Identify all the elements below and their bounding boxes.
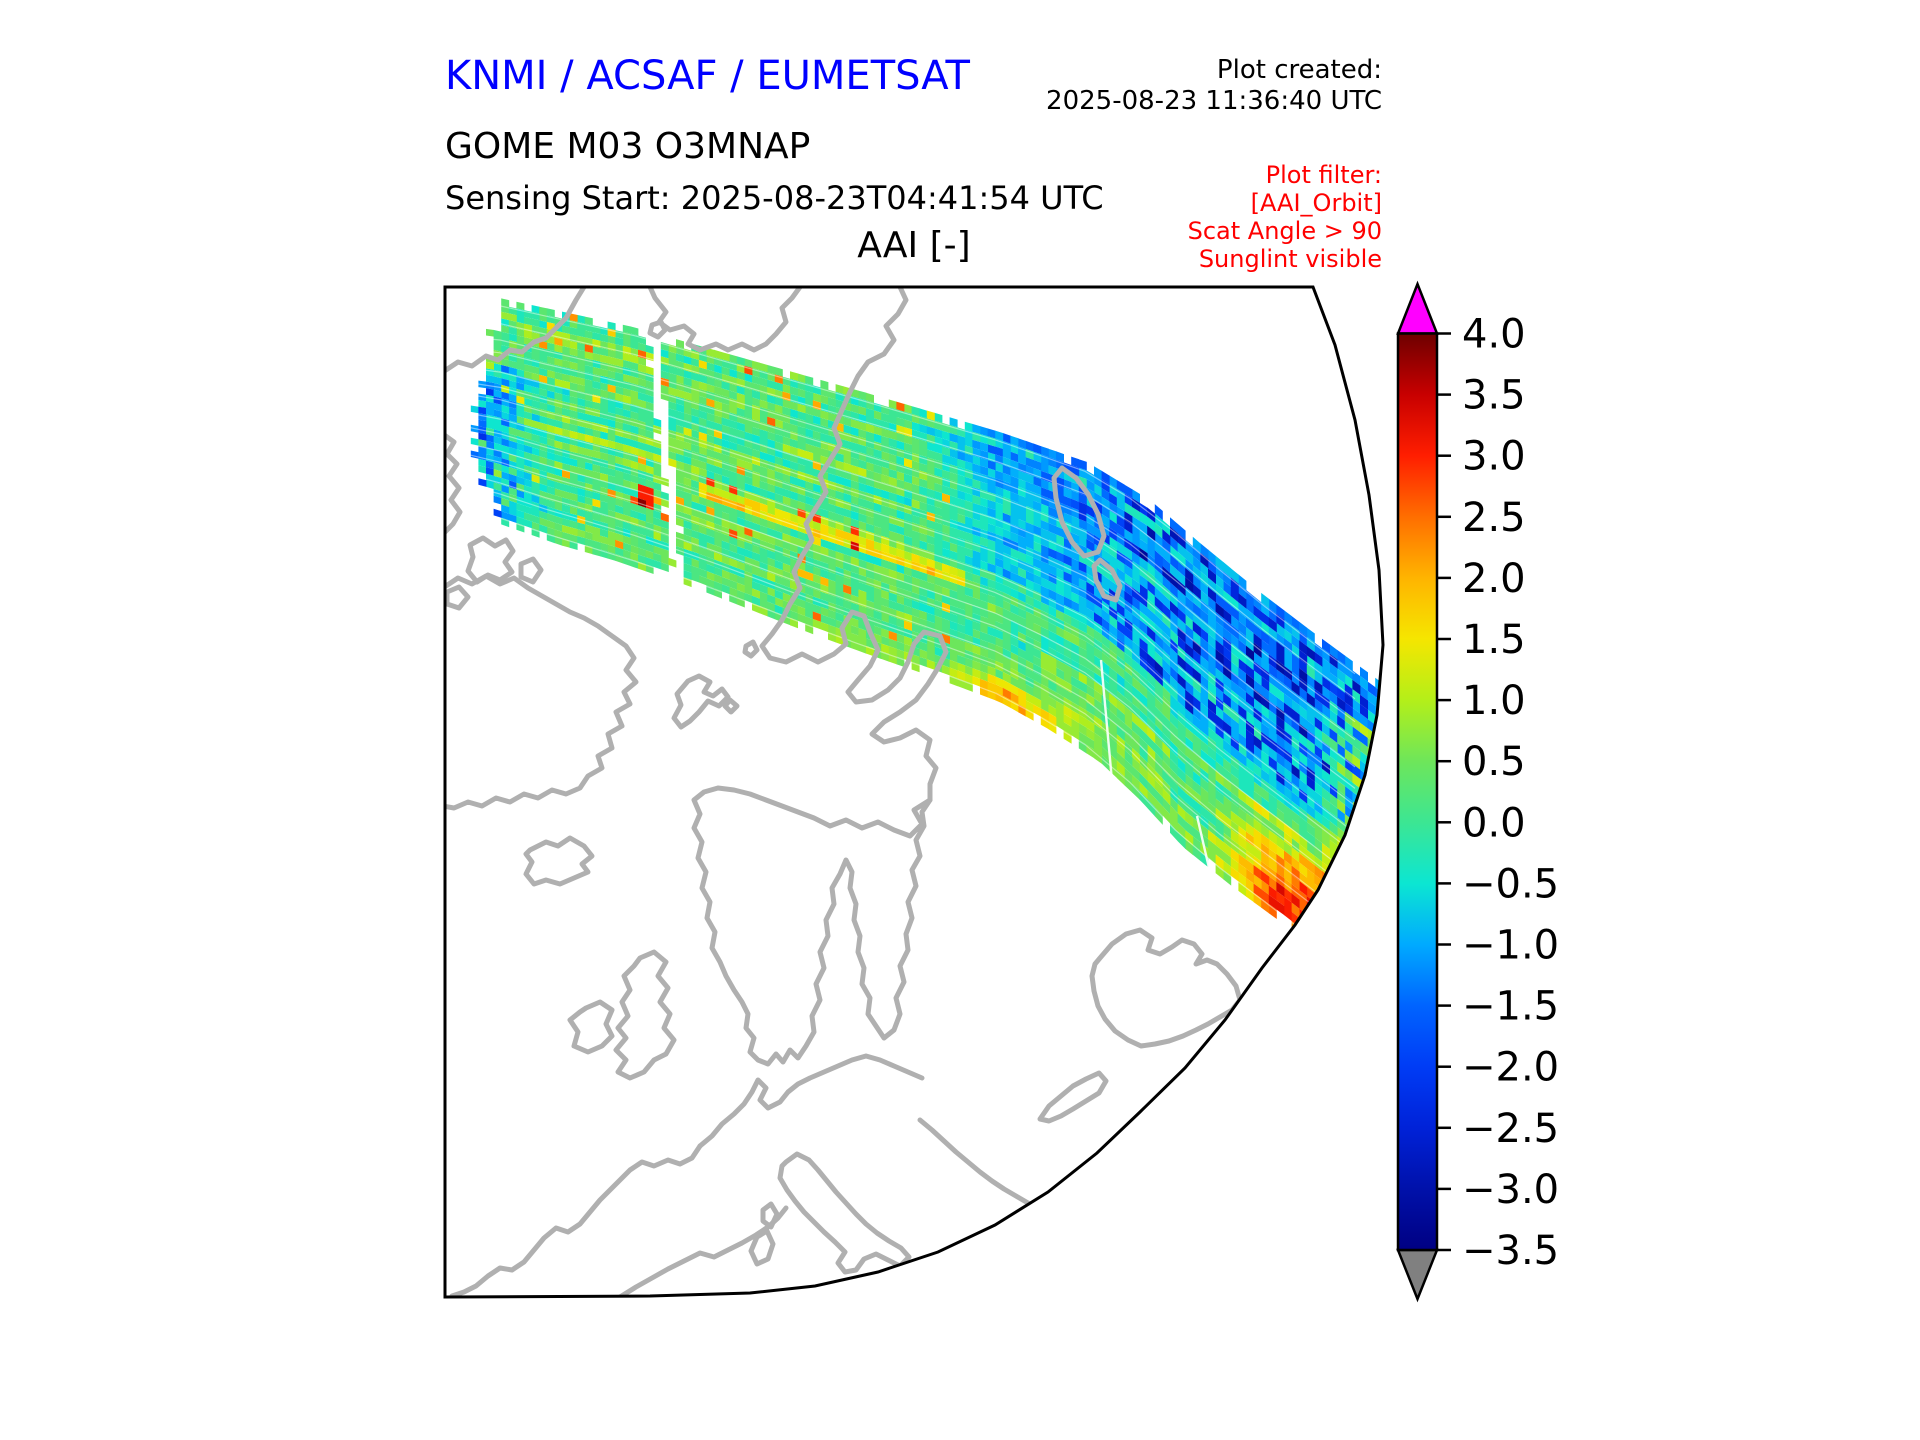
map-frame bbox=[443, 285, 1385, 1299]
colorbar: 4.0 3.5 3.0 2.5 2.0 1.5 1.0 0.5 0.0 −0.5 −1.0 −1.5 −… bbox=[1396, 280, 1559, 1303]
plot-created: Plot created: 2025-08-23 11:36:40 UTC bbox=[1046, 55, 1382, 117]
sensing-start-text: Sensing Start: 2025-08-23T04:41:54 UTC bbox=[445, 179, 1104, 217]
colorbar-gradient bbox=[1396, 332, 1439, 1252]
axes-title: AAI [-] bbox=[857, 225, 971, 266]
svg-text:−1.0: −1.0 bbox=[1462, 923, 1559, 969]
coastlines bbox=[445, 287, 1243, 1297]
svg-text:−3.5: −3.5 bbox=[1462, 1228, 1559, 1274]
svg-text:−3.0: −3.0 bbox=[1462, 1167, 1559, 1213]
svg-text:−2.0: −2.0 bbox=[1462, 1045, 1559, 1091]
swath-data bbox=[470, 298, 1383, 1009]
svg-text:−2.5: −2.5 bbox=[1462, 1106, 1559, 1152]
svg-text:2.5: 2.5 bbox=[1462, 495, 1526, 541]
colorbar-under-arrow bbox=[1396, 1248, 1439, 1303]
svg-text:4.0: 4.0 bbox=[1462, 312, 1526, 358]
filter-line: [AAI_Orbit] bbox=[1250, 189, 1382, 217]
svg-text:3.0: 3.0 bbox=[1462, 434, 1526, 480]
svg-text:1.5: 1.5 bbox=[1462, 617, 1526, 663]
svg-text:2.0: 2.0 bbox=[1462, 556, 1526, 602]
colorbar-ticks bbox=[1437, 332, 1451, 1252]
svg-text:1.0: 1.0 bbox=[1462, 678, 1526, 724]
plot-created-value: 2025-08-23 11:36:40 UTC bbox=[1046, 86, 1382, 116]
map-area bbox=[445, 287, 1383, 1297]
svg-text:0.5: 0.5 bbox=[1462, 739, 1526, 785]
product-title: GOME M03 O3MNAP bbox=[445, 126, 811, 167]
svg-text:3.5: 3.5 bbox=[1462, 373, 1526, 419]
filter-line: Scat Angle > 90 bbox=[1187, 217, 1382, 245]
svg-text:0.0: 0.0 bbox=[1462, 800, 1526, 846]
brand-title: KNMI / ACSAF / EUMETSAT bbox=[445, 53, 970, 99]
svg-text:−1.5: −1.5 bbox=[1462, 984, 1559, 1030]
plot-created-label: Plot created: bbox=[1216, 55, 1382, 85]
plot-filter-note: Plot filter: [AAI_Orbit] Scat Angle > 90… bbox=[1188, 161, 1382, 273]
filter-line: Plot filter: bbox=[1265, 161, 1382, 189]
swath-scanline-texture bbox=[454, 302, 1356, 973]
colorbar-tick-labels: 4.0 3.5 3.0 2.5 2.0 1.5 1.0 0.5 0.0 −0.5 −1.0 −1.5 −… bbox=[1462, 312, 1559, 1275]
filter-line: Sunglint visible bbox=[1198, 245, 1382, 273]
colorbar-over-arrow bbox=[1396, 280, 1439, 335]
svg-text:−0.5: −0.5 bbox=[1462, 861, 1559, 907]
